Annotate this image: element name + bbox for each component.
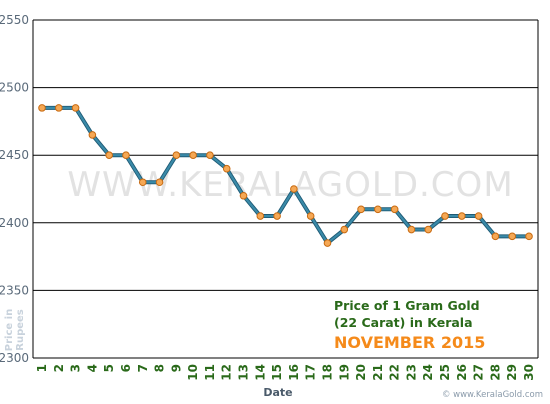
x-tick-label: 12 bbox=[220, 364, 234, 381]
data-point bbox=[138, 178, 147, 187]
y-tick-label: 2300 bbox=[0, 351, 29, 365]
y-tick-label: 2400 bbox=[0, 216, 29, 230]
data-point bbox=[273, 212, 281, 220]
x-tick-label: 30 bbox=[522, 364, 536, 381]
data-point bbox=[122, 151, 130, 159]
x-tick-label: 15 bbox=[270, 364, 284, 381]
data-point bbox=[306, 212, 315, 220]
y-tick-label: 2350 bbox=[0, 283, 29, 297]
data-point bbox=[340, 225, 349, 234]
data-point bbox=[239, 191, 248, 200]
data-point bbox=[71, 104, 80, 112]
data-point bbox=[458, 212, 466, 220]
data-point bbox=[441, 212, 449, 220]
data-point bbox=[525, 232, 533, 241]
x-tick-label: 16 bbox=[287, 364, 301, 381]
data-point bbox=[374, 205, 382, 214]
plot-background bbox=[33, 20, 538, 358]
x-tick-label: 4 bbox=[85, 364, 99, 372]
x-tick-label: 23 bbox=[404, 364, 418, 381]
x-tick-label: 7 bbox=[136, 364, 150, 372]
x-tick-label: 28 bbox=[488, 364, 502, 381]
data-point bbox=[390, 205, 399, 214]
data-point bbox=[508, 232, 517, 241]
x-tick-label: 26 bbox=[455, 364, 469, 381]
x-tick-label: 5 bbox=[102, 364, 116, 372]
x-tick-label: 29 bbox=[505, 364, 519, 381]
x-axis-label: Date bbox=[263, 386, 292, 399]
data-point bbox=[172, 151, 181, 159]
x-tick-label: 8 bbox=[153, 364, 167, 372]
data-point bbox=[407, 225, 416, 234]
data-point bbox=[222, 164, 231, 173]
x-tick-label: 17 bbox=[304, 364, 318, 381]
x-tick-label: 1 bbox=[35, 364, 49, 372]
x-tick-label: 20 bbox=[354, 364, 368, 381]
x-tick-label: 21 bbox=[371, 364, 385, 381]
x-tick-label: 19 bbox=[337, 364, 351, 381]
x-tick-label: 13 bbox=[237, 364, 251, 381]
x-tick-label: 18 bbox=[320, 364, 334, 381]
data-point bbox=[424, 225, 433, 234]
data-point bbox=[474, 212, 483, 220]
x-tick-label: 10 bbox=[186, 364, 200, 381]
chart-subtitle: (22 Carat) in Kerala bbox=[334, 315, 473, 330]
x-tick-label: 3 bbox=[69, 364, 83, 372]
x-tick-label: 22 bbox=[388, 364, 402, 381]
chart-period: NOVEMBER 2015 bbox=[334, 333, 485, 352]
x-tick-label: 6 bbox=[119, 364, 133, 372]
chart-title: Price of 1 Gram Gold bbox=[334, 298, 480, 313]
data-point bbox=[357, 205, 365, 214]
x-tick-label: 11 bbox=[203, 364, 217, 381]
credit-text: © www.KeralaGold.com bbox=[442, 390, 543, 400]
data-point bbox=[206, 151, 214, 159]
data-point bbox=[155, 178, 164, 187]
data-point bbox=[38, 104, 46, 112]
data-point bbox=[88, 131, 97, 139]
y-tick-label: 2500 bbox=[0, 81, 29, 95]
x-tick-label: 14 bbox=[253, 364, 267, 381]
y-axis-label: Price inRupees bbox=[4, 309, 26, 351]
data-point bbox=[54, 104, 63, 112]
x-tick-label: 2 bbox=[52, 364, 66, 372]
data-point bbox=[323, 239, 332, 247]
data-point bbox=[491, 232, 500, 241]
data-point bbox=[189, 151, 197, 159]
x-tick-label: 25 bbox=[438, 364, 452, 381]
x-tick-label: 24 bbox=[421, 364, 435, 381]
data-point bbox=[256, 212, 265, 220]
y-tick-label: 2550 bbox=[0, 13, 29, 27]
x-tick-label: 27 bbox=[472, 364, 486, 381]
data-point bbox=[105, 151, 113, 159]
x-tick-label: 9 bbox=[169, 364, 183, 372]
y-tick-label: 2450 bbox=[0, 148, 29, 162]
data-point bbox=[290, 185, 298, 193]
